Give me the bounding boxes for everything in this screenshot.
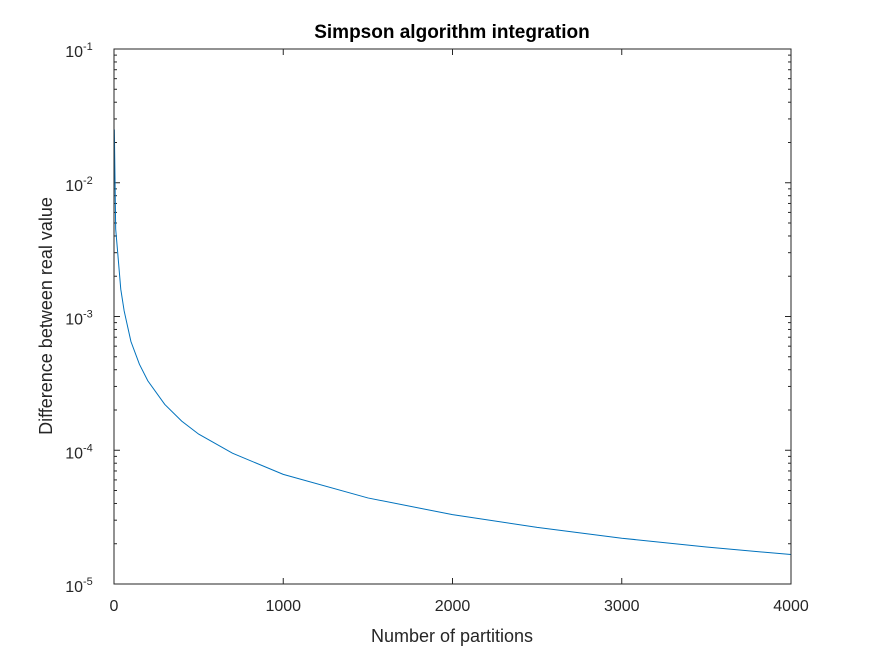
ticks-layer: 0 1000 2000 3000 4000 10-5 10-4 10-3 10-2 10-1 xyxy=(65,41,809,615)
y-axis-label: Difference between real value xyxy=(36,197,56,435)
y-tick-label: 10-4 xyxy=(65,442,93,462)
x-tick-label: 3000 xyxy=(604,598,640,615)
plot-box xyxy=(113,48,792,585)
plot-background xyxy=(114,49,791,584)
chart-title: Simpson algorithm integration xyxy=(314,22,590,43)
x-tick-label: 2000 xyxy=(435,598,471,615)
x-tick-label: 1000 xyxy=(265,598,301,615)
y-tick-label: 10-3 xyxy=(65,309,93,329)
y-tick-label: 10-2 xyxy=(65,175,93,195)
y-tick-label: 10-1 xyxy=(65,41,93,61)
y-tick-label: 10-5 xyxy=(65,576,93,596)
x-tick-label: 0 xyxy=(110,598,119,615)
x-axis-label: Number of partitions xyxy=(371,626,533,646)
x-tick-label: 4000 xyxy=(773,598,809,615)
series-line xyxy=(113,129,792,556)
